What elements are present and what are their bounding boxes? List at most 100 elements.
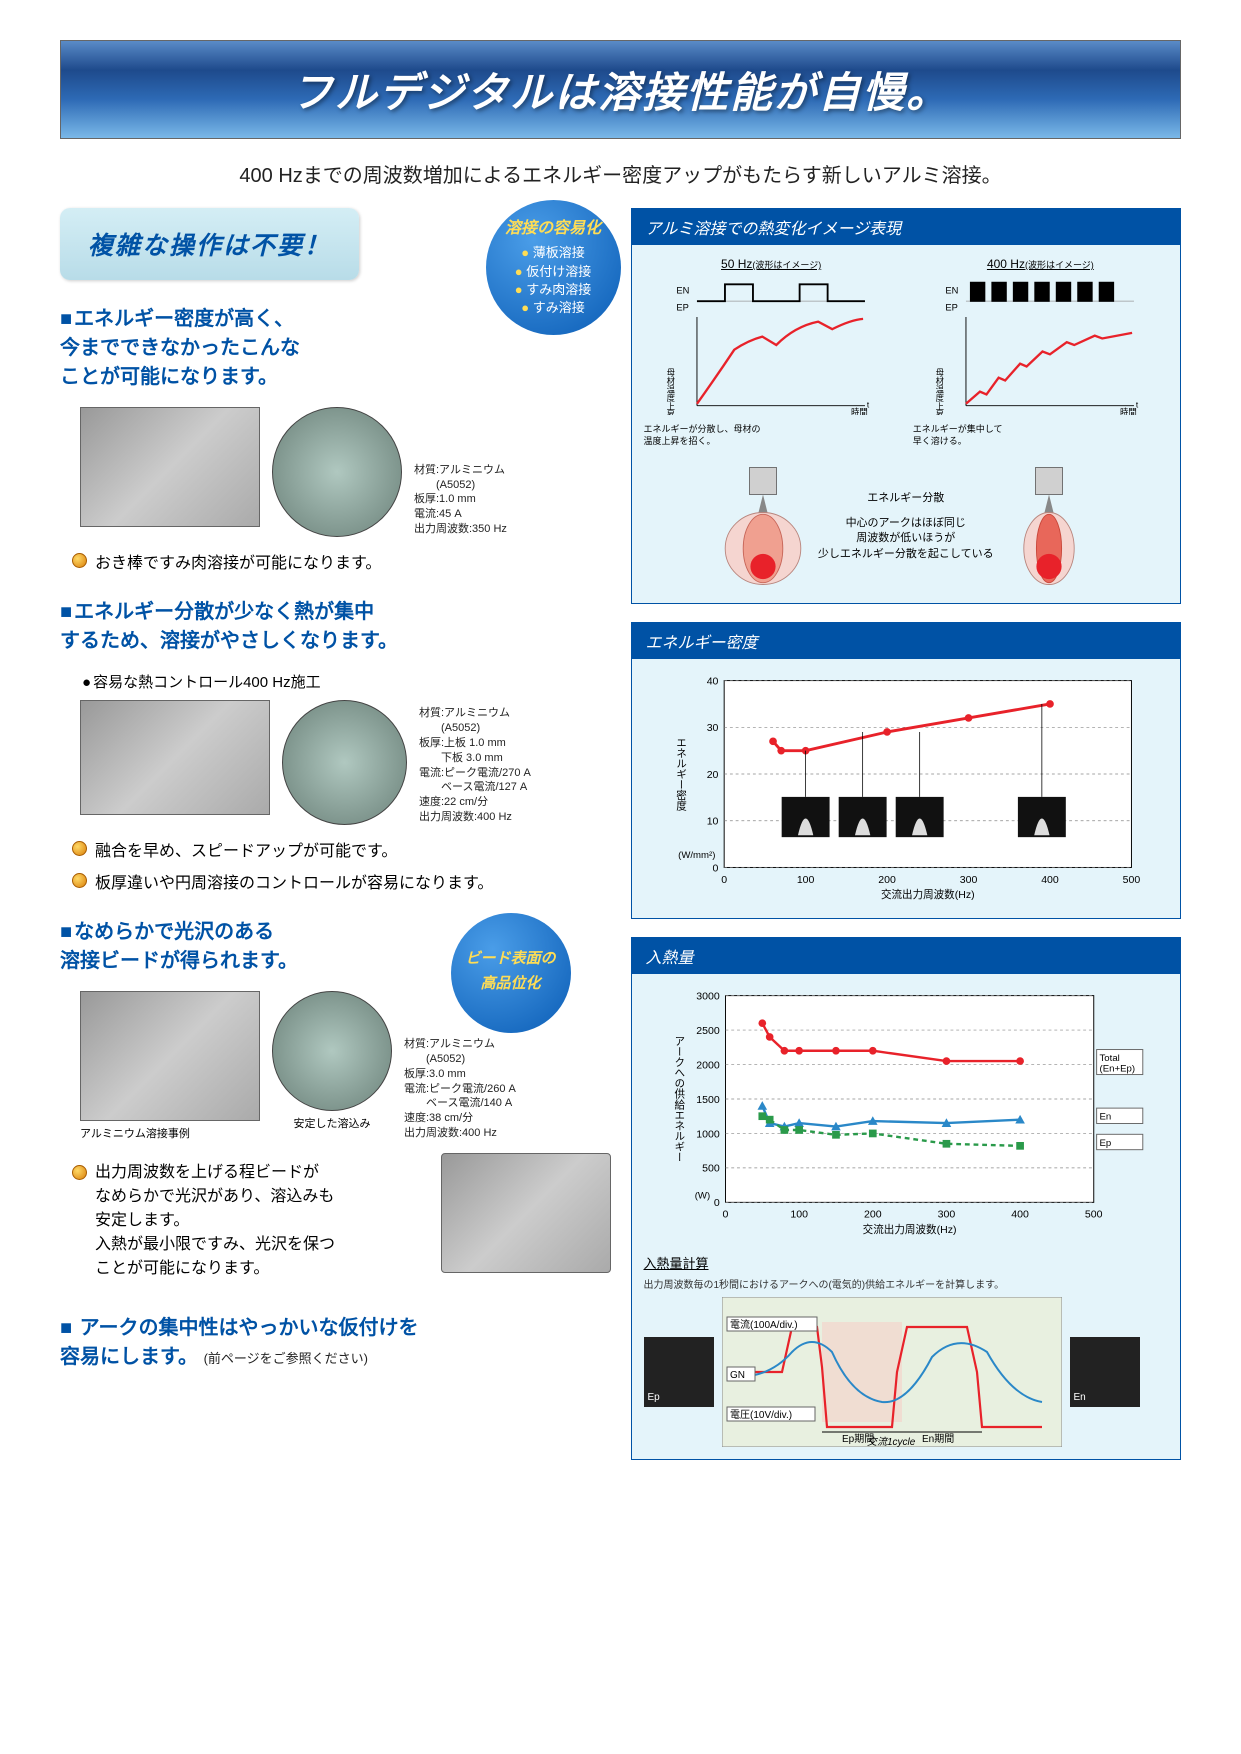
photo-placeholder: [80, 991, 260, 1121]
title-banner: フルデジタルは溶接性能が自慢。: [60, 40, 1181, 139]
photo-caption: アルミニウム溶接事例: [80, 1125, 260, 1141]
spec-text: 材質:アルミニウム (A5052) 板厚:上板 1.0 mm 下板 3.0 mm…: [419, 706, 531, 825]
spec-text: 材質:アルミニウム (A5052) 板厚:3.0 mm 電流:ピーク電流/260…: [404, 1037, 516, 1141]
svg-text:500: 500: [1084, 1209, 1102, 1221]
svg-text:30: 30: [706, 723, 718, 735]
svg-text:500: 500: [1122, 874, 1140, 886]
bullet-icon: [72, 1165, 87, 1180]
svg-text:母材温度上昇: 母材温度上昇: [935, 368, 945, 415]
svg-text:交流1cycle: 交流1cycle: [867, 1436, 916, 1447]
svg-text:100: 100: [796, 874, 814, 886]
e-text-1: エネルギー分散: [818, 491, 994, 506]
left-column: 複雑な操作は不要！ 溶接の容易化 薄板溶接 仮付け溶接 すみ肉溶接 すみ溶接 エ…: [60, 208, 611, 1478]
svg-text:EN: EN: [676, 286, 689, 296]
svg-text:400: 400: [1011, 1209, 1029, 1221]
svg-text:EN: EN: [945, 286, 958, 296]
svg-text:(W/mm²): (W/mm²): [678, 850, 715, 861]
panel-heat-change: アルミ溶接での熱変化イメージ表現 50 Hz(波形はイメージ) EN EP: [631, 208, 1182, 604]
svg-text:300: 300: [959, 874, 977, 886]
heat-chart-svg: EN EP 母材温: [913, 275, 1168, 415]
svg-text:3000: 3000: [696, 991, 720, 1003]
freq-label: 400 Hz: [987, 257, 1025, 271]
wave-note: (波形はイメージ): [752, 260, 821, 270]
svg-text:t: t: [1136, 400, 1139, 410]
bullet-icon: [72, 553, 87, 568]
svg-text:GN: GN: [730, 1370, 745, 1381]
svg-text:時間: 時間: [850, 407, 867, 415]
photo-placeholder: [441, 1153, 611, 1273]
photo-placeholder: [80, 407, 260, 527]
svg-text:En期間: En期間: [922, 1433, 954, 1445]
sub-heading: 容易な熱コントロール400 Hz施工: [82, 671, 611, 692]
svg-text:母材温度上昇: 母材温度上昇: [665, 368, 675, 415]
svg-text:400: 400: [1041, 874, 1059, 886]
heat-chart-svg: EN EP 母材温度上昇 時間 t: [644, 275, 899, 415]
section-heading-2: エネルギー分散が少なく熱が集中 するため、溶接がやさしくなります。: [60, 598, 611, 656]
waveform-svg: 電流(100A/div.) GN 電圧(10V/div.) Ep期間 En期間 …: [722, 1297, 1062, 1447]
right-column: アルミ溶接での熱変化イメージ表現 50 Hz(波形はイメージ) EN EP: [631, 208, 1182, 1478]
svg-text:500: 500: [702, 1163, 720, 1175]
bullet: 板厚違いや円周溶接のコントロールが容易になります。: [72, 869, 611, 893]
svg-text:EP: EP: [676, 302, 688, 312]
en-thumb: En: [1070, 1337, 1140, 1407]
svg-text:40: 40: [706, 676, 718, 688]
page: フルデジタルは溶接性能が自慢。 400 Hzまでの周波数増加によるエネルギー密度…: [0, 0, 1241, 1518]
svg-text:1500: 1500: [696, 1094, 720, 1106]
svg-text:(W): (W): [694, 1191, 709, 1202]
svg-text:200: 200: [878, 874, 896, 886]
badge-title: 溶接の容易化: [505, 218, 601, 240]
svg-text:10: 10: [706, 816, 718, 828]
svg-text:0: 0: [722, 1209, 728, 1221]
bullet-text: 出力周波数を上げる程ビードが なめらかで光沢があり、溶込みも 安定します。 入熱…: [95, 1161, 335, 1281]
photo-circle-placeholder: [272, 991, 392, 1111]
photo-circle-placeholder: [282, 700, 407, 825]
badge-item: すみ肉溶接: [515, 281, 591, 299]
svg-text:En: En: [1099, 1112, 1111, 1123]
spec-text: 材質:アルミニウム (A5052) 板厚:1.0 mm 電流:45 A 出力周波…: [414, 463, 507, 537]
svg-text:Total: Total: [1099, 1053, 1119, 1064]
bullet: 融合を早め、スピードアップが可能です。: [72, 837, 611, 861]
svg-text:1000: 1000: [696, 1129, 720, 1141]
badge-item: 薄板溶接: [521, 244, 584, 262]
panel-title: 入熱量: [632, 938, 1181, 974]
svg-text:300: 300: [937, 1209, 955, 1221]
heading-note: (前ページをご参照ください): [204, 1351, 368, 1366]
svg-text:Ep: Ep: [1099, 1138, 1111, 1149]
svg-text:0: 0: [712, 863, 718, 875]
svg-text:交流出力周波数(Hz): 交流出力周波数(Hz): [862, 1223, 956, 1236]
panel-heat-input: 入熱量 0 500 1000 1500 2000 2500 3000 0 100 200 300 40…: [631, 937, 1182, 1460]
svg-text:時間: 時間: [1120, 407, 1137, 415]
electrode-right-icon: [1004, 461, 1094, 591]
bullet-text: 板厚違いや円周溶接のコントロールが容易になります。: [95, 869, 493, 893]
svg-text:エネルギー密度: エネルギー密度: [675, 738, 687, 813]
svg-text:0: 0: [713, 1198, 719, 1210]
ep-thumb: Ep: [644, 1337, 714, 1407]
bullet-text: おき棒ですみ肉溶接が可能になります。: [95, 549, 381, 573]
svg-text:EP: EP: [945, 302, 957, 312]
svg-text:2500: 2500: [696, 1025, 720, 1037]
svg-text:(En+Ep): (En+Ep): [1099, 1064, 1135, 1075]
svg-text:200: 200: [863, 1209, 881, 1221]
bullet-icon: [72, 841, 87, 856]
svg-text:電流(100A/div.): 電流(100A/div.): [730, 1318, 798, 1331]
svg-text:電圧(10V/div.): 電圧(10V/div.): [730, 1409, 792, 1421]
badge-item: すみ溶接: [521, 299, 584, 317]
energy-density-chart: 0102030400100200300400500エネルギー密度(W/mm²)交…: [644, 671, 1169, 901]
svg-text:アークへの供給エネルギー: アークへの供給エネルギー: [673, 1036, 685, 1163]
svg-text:0: 0: [721, 874, 727, 886]
wave-note: (波形はイメージ): [1025, 260, 1094, 270]
badge-quality: ビード表面の 高品位化: [451, 913, 571, 1033]
bullet: 出力周波数を上げる程ビードが なめらかで光沢があり、溶込みも 安定します。 入熱…: [72, 1161, 429, 1281]
heat-input-chart: 0 500 1000 1500 2000 2500 3000 0 100 200 300 400 500…: [644, 986, 1169, 1236]
electrode-diagram: エネルギー分散 中心のアークはほぼ同じ 周波数が低いほうが 少しエネルギー分散を…: [644, 461, 1169, 591]
bullet-icon: [72, 873, 87, 888]
svg-text:2000: 2000: [696, 1060, 720, 1072]
chart-note: エネルギーが分散し、母材の 温度上昇を招く。: [644, 424, 899, 447]
electrode-left-icon: [718, 461, 808, 591]
bullet: おき棒ですみ肉溶接が可能になります。: [72, 549, 611, 573]
chart-note: エネルギーが集中して 早く溶ける。: [913, 424, 1168, 447]
svg-text:100: 100: [790, 1209, 808, 1221]
no-complex-box: 複雑な操作は不要！: [60, 208, 359, 280]
photo-circle-placeholder: [272, 407, 402, 537]
badge-title: ビード表面の: [465, 948, 555, 969]
